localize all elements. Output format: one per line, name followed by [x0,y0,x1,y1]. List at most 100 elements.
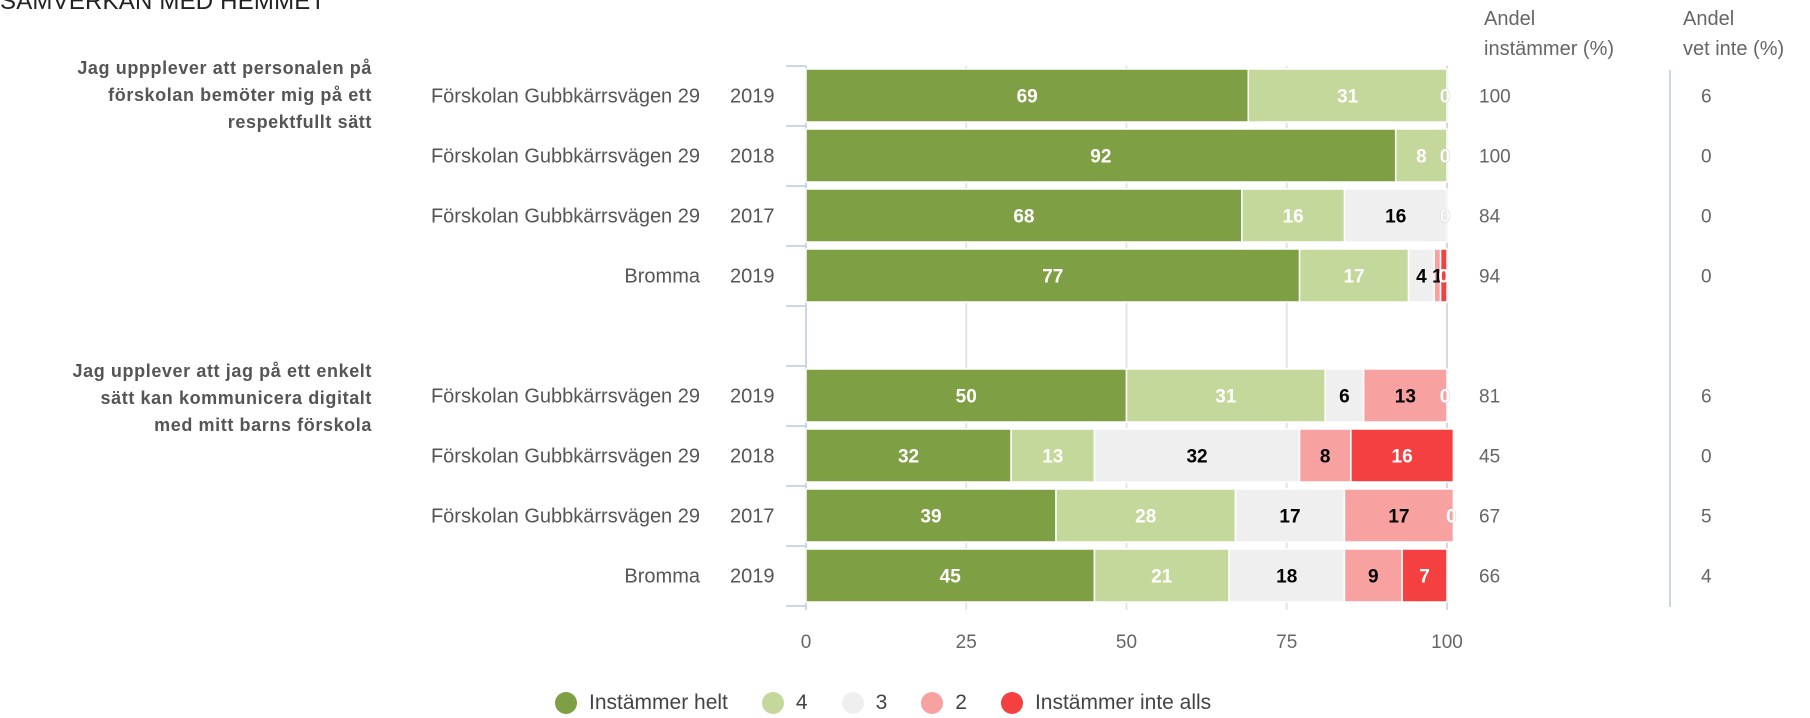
legend-dot-3 [841,692,864,714]
bar-segment-g2-r2-s4 [1298,428,1352,483]
bar-segment-g2-r2-s2 [1010,428,1096,483]
legend-dot-2 [921,692,944,714]
row-unit-label: Förskolan Gubbkärrsvägen 29 [431,86,700,108]
x-tick-label-75: 75 [1276,632,1297,653]
data-label-g1-r1-s2: 31 [1337,87,1359,108]
data-label-g2-r2-s1: 32 [898,447,919,468]
header-agree-line2: instämmer (%) [1484,38,1615,60]
header-dontknow-line2: vet inte (%) [1683,38,1785,60]
row-year-label: 2019 [730,86,775,108]
question-label-2: Jag upplever att jag på ett enkelt sätt … [2,358,372,439]
dontknow-value: 6 [1701,87,1712,108]
row-year-label: 2019 [730,566,775,588]
question-2-line1: Jag upplever att jag på ett enkelt [72,361,372,381]
bar-segment-g2-r4-s1 [805,548,1096,603]
bar-segment-g2-r3-s2 [1055,488,1237,543]
bar-segment-g2-r1-s2 [1125,368,1326,423]
header-agree: Andel instämmer (%) [1484,4,1614,64]
dontknow-value: 0 [1701,147,1712,168]
bar-segment-g2-r1-s1 [805,368,1128,423]
data-label-g2-r4-s2: 21 [1151,567,1173,588]
data-label-g2-r1-s3: 6 [1339,387,1350,408]
data-label-g1-r1-s5: 0 [1440,87,1451,108]
data-label-g1-r4-s2: 17 [1343,267,1364,288]
data-label-g2-r4-s5: 7 [1419,567,1430,588]
data-label-g2-r4-s4: 9 [1368,567,1379,588]
data-label-g2-r3-s3: 17 [1279,507,1300,528]
legend-item-3[interactable]: 3 [841,691,887,715]
header-dontknow: Andel vet inte (%) [1683,4,1784,64]
agree-value: 66 [1479,567,1500,588]
bar-segment-g1-r2-s1 [805,128,1397,183]
legend-label-instammer-inte-alls: Instämmer inte alls [1034,691,1212,714]
legend: Instämmer helt 4 3 2 Instämmer inte alls [555,688,1211,718]
row-year-label: 2018 [730,146,775,168]
data-label-g1-r3-s5: 0 [1440,207,1451,228]
bar-segment-g1-r2-s2 [1394,128,1448,183]
data-label-g1-r3-s3: 16 [1385,207,1406,228]
row-unit-label: Förskolan Gubbkärrsvägen 29 [431,146,700,168]
legend-item-instammer-inte-alls[interactable]: Instämmer inte alls [1000,691,1212,715]
row-unit-label: Förskolan Gubbkärrsvägen 29 [431,386,700,408]
x-tick-label-25: 25 [956,632,977,653]
bar-segment-g2-r1-s4 [1362,368,1448,423]
legend-label-4: 4 [795,691,808,714]
question-1-line1: Jag uppplever att personalen på [77,58,372,78]
bar-segment-g1-r3-s3 [1343,188,1448,243]
legend-label-instammer-helt: Instämmer helt [589,691,728,714]
row-year-label: 2018 [730,446,775,468]
data-label-g1-r2-s2: 8 [1416,147,1427,168]
dontknow-value: 6 [1701,387,1712,408]
data-label-g2-r1-s1: 50 [956,387,977,408]
question-1-line3: respektfullt sätt [227,112,372,132]
legend-dot-instammer-helt [555,692,577,714]
header-agree-line1: Andel [1484,8,1536,30]
legend-item-2[interactable]: 2 [921,691,967,715]
row-unit-label: Förskolan Gubbkärrsvägen 29 [431,206,700,228]
agree-value: 45 [1479,447,1500,468]
question-2-line3: med mitt barns förskola [154,415,372,435]
bar-segment-g1-r3-s2 [1241,188,1346,243]
data-label-g2-r2-s5: 16 [1392,447,1413,468]
data-label-g2-r4-s1: 45 [940,567,962,588]
row-year-label: 2019 [730,386,775,408]
data-label-g1-r4-s4: 1 [1432,267,1443,288]
bar-segment-g2-r3-s4 [1343,488,1455,543]
data-label-g2-r2-s3: 32 [1186,447,1207,468]
data-label-g1-r3-s2: 16 [1283,207,1304,228]
data-label-g2-r2-s4: 8 [1320,447,1331,468]
bar-segment-g2-r4-s5 [1401,548,1448,603]
bar-segment-g2-r2-s5 [1350,428,1455,483]
bar-segment-g2-r4-s2 [1093,548,1230,603]
bar-segment-g2-r3-s1 [805,488,1057,543]
legend-item-instammer-helt[interactable]: Instämmer helt [555,691,728,715]
agree-value: 100 [1479,147,1511,168]
data-label-g2-r4-s3: 18 [1276,567,1297,588]
question-label-1: Jag uppplever att personalen på förskola… [2,55,372,136]
data-label-g1-r1-s1: 69 [1017,87,1038,108]
bar-segment-g1-r1-s2 [1247,68,1448,123]
agree-value: 94 [1479,267,1501,288]
bar-segment-g2-r4-s4 [1343,548,1403,603]
row-year-label: 2019 [730,266,775,288]
agree-value: 100 [1479,87,1511,108]
data-label-g1-r2-s1: 92 [1090,147,1111,168]
data-label-g1-r4-s1: 77 [1042,267,1063,288]
x-tick-label-50: 50 [1116,632,1137,653]
bar-segment-g2-r4-s3 [1228,548,1346,603]
legend-item-4[interactable]: 4 [761,691,808,715]
data-label-g2-r3-s4: 17 [1388,507,1409,528]
bar-segment-g2-r2-s1 [805,428,1012,483]
question-2-line2: sätt kan kommunicera digitalt [100,388,372,408]
agree-value: 84 [1479,207,1501,228]
data-label-g2-r3-s5: 0 [1446,507,1457,528]
dontknow-value: 0 [1701,267,1712,288]
row-unit-label: Bromma [624,566,700,588]
data-label-g1-r4-s5: 0 [1439,267,1450,288]
data-label-g2-r1-s4: 13 [1395,387,1416,408]
question-1-line2: förskolan bemöter mig på ett [108,85,372,105]
data-label-g2-r3-s2: 28 [1135,507,1156,528]
dontknow-value: 5 [1701,507,1712,528]
header-dontknow-line1: Andel [1683,8,1735,30]
